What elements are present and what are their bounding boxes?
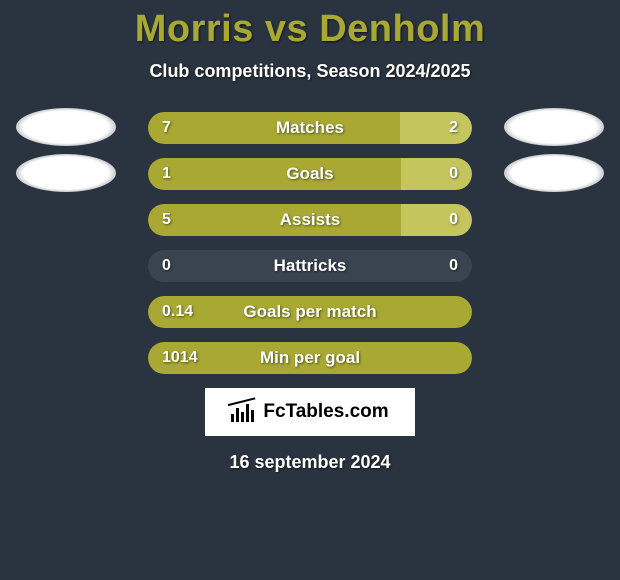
stat-bar-fill-right — [401, 158, 472, 190]
stat-bar-fill-left — [148, 204, 401, 236]
page-title: Morris vs Denholm — [0, 8, 620, 51]
stat-value-left: 0 — [162, 250, 171, 282]
stat-value-right: 0 — [449, 250, 458, 282]
brand-badge[interactable]: FcTables.com — [205, 388, 415, 436]
stat-value-left: 7 — [162, 112, 171, 144]
stat-bar-track: 72Matches — [148, 112, 472, 144]
stat-bar-track: 1014Min per goal — [148, 342, 472, 374]
stat-row: 1014Min per goal — [10, 342, 610, 374]
infographic-root: Morris vs Denholm Club competitions, Sea… — [0, 0, 620, 473]
stat-value-right: 0 — [449, 204, 458, 236]
player-photo-left — [16, 154, 116, 192]
stat-value-left: 5 — [162, 204, 171, 236]
stat-bar-track: 50Assists — [148, 204, 472, 236]
stat-bar-fill-right — [401, 204, 472, 236]
stat-value-right: 2 — [449, 112, 458, 144]
stat-bar-track: 10Goals — [148, 158, 472, 190]
stat-bar-track: 0 0Hattricks — [148, 250, 472, 282]
stat-row: 72Matches — [10, 112, 610, 144]
stat-value-left: 1 — [162, 158, 171, 190]
player-photo-left — [16, 108, 116, 146]
date-label: 16 september 2024 — [0, 452, 620, 473]
stats-list: 72Matches10Goals50Assists00Hattricks0.14… — [0, 112, 620, 374]
stat-row: 0.14Goals per match — [10, 296, 610, 328]
stat-bar-fill-left — [148, 112, 400, 144]
brand-chart-icon — [231, 402, 255, 422]
stat-bar-fill-left — [148, 158, 401, 190]
brand-text: FcTables.com — [263, 401, 388, 423]
subtitle: Club competitions, Season 2024/2025 — [0, 61, 620, 82]
stat-row: 50Assists — [10, 204, 610, 236]
player-photo-right — [504, 154, 604, 192]
stat-value-left: 0.14 — [162, 296, 193, 328]
stat-bar-fill-left — [148, 296, 472, 328]
stat-value-left: 1014 — [162, 342, 198, 374]
stat-row: 10Goals — [10, 158, 610, 190]
stat-label: Hattricks — [148, 250, 472, 282]
stat-value-right: 0 — [449, 158, 458, 190]
player-photo-right — [504, 108, 604, 146]
stat-row: 0 0Hattricks — [10, 250, 610, 282]
stat-bar-track: 0.14Goals per match — [148, 296, 472, 328]
stat-bar-fill-right — [400, 112, 472, 144]
